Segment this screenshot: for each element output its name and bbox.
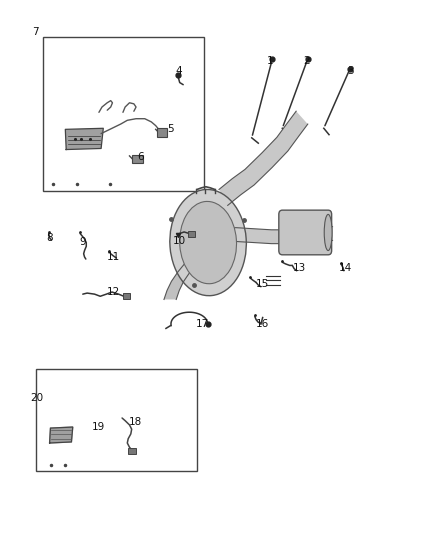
Text: 16: 16 <box>256 319 269 329</box>
Bar <box>43 37 204 191</box>
FancyBboxPatch shape <box>132 155 143 164</box>
Polygon shape <box>164 261 199 300</box>
Ellipse shape <box>180 201 237 284</box>
Text: 5: 5 <box>168 124 174 134</box>
Text: 11: 11 <box>107 252 120 262</box>
Bar <box>36 369 197 471</box>
Text: 9: 9 <box>79 237 86 247</box>
Polygon shape <box>219 111 308 205</box>
Text: 2: 2 <box>303 56 310 66</box>
FancyBboxPatch shape <box>128 448 137 454</box>
Text: 13: 13 <box>293 263 307 272</box>
Text: 12: 12 <box>107 287 120 297</box>
FancyBboxPatch shape <box>123 293 130 300</box>
Polygon shape <box>65 128 103 150</box>
Text: 7: 7 <box>32 27 39 37</box>
FancyBboxPatch shape <box>279 210 332 255</box>
Ellipse shape <box>170 189 246 296</box>
Text: 20: 20 <box>30 393 43 403</box>
Text: 19: 19 <box>92 422 106 432</box>
Text: 8: 8 <box>46 233 53 243</box>
Text: 1: 1 <box>267 56 274 66</box>
Text: 3: 3 <box>346 66 353 76</box>
Polygon shape <box>49 427 73 443</box>
FancyBboxPatch shape <box>157 128 167 138</box>
Text: 14: 14 <box>339 263 352 272</box>
Text: 18: 18 <box>128 417 142 427</box>
Text: 6: 6 <box>137 152 144 162</box>
Text: 17: 17 <box>196 319 209 329</box>
Text: 10: 10 <box>173 236 186 246</box>
Ellipse shape <box>324 214 332 251</box>
Polygon shape <box>221 227 332 244</box>
FancyBboxPatch shape <box>188 231 195 237</box>
Text: 15: 15 <box>256 279 269 288</box>
Text: 4: 4 <box>176 66 182 76</box>
